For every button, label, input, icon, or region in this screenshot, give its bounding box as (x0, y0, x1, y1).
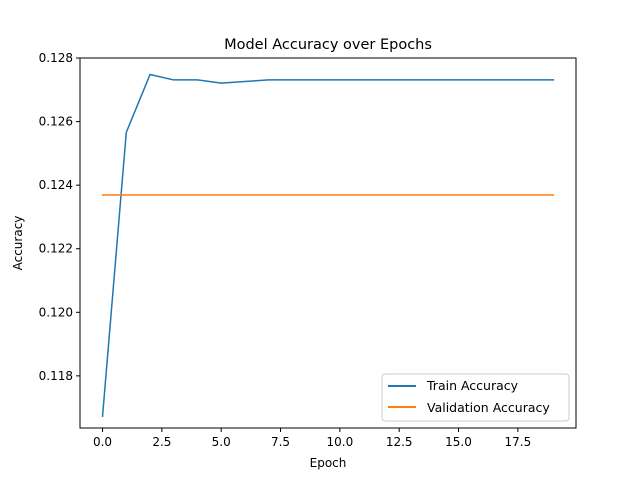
x-axis-label: Epoch (310, 456, 347, 470)
x-axis-ticks: 0.0 2.5 5.0 7.5 10.0 12.5 15.0 17.5 (93, 428, 531, 449)
x-tick-label: 2.5 (152, 435, 171, 449)
legend-box (381, 373, 570, 422)
y-tick-label: 0.124 (39, 178, 73, 192)
x-tick-label: 0.0 (93, 435, 112, 449)
y-tick-label: 0.118 (39, 369, 73, 383)
x-tick-label: 5.0 (212, 435, 231, 449)
x-tick-label: 10.0 (327, 435, 354, 449)
legend: Train Accuracy Validation Accuracy (381, 373, 570, 422)
series-layer (101, 73, 555, 418)
series-line-0 (101, 73, 555, 418)
y-tick-label: 0.126 (39, 115, 73, 129)
y-tick-label: 0.128 (39, 51, 73, 65)
x-tick-label: 15.0 (445, 435, 472, 449)
y-tick-label: 0.122 (39, 242, 73, 256)
y-axis-ticks: 0.118 0.120 0.122 0.124 0.126 0.128 (39, 51, 80, 383)
x-tick-label: 12.5 (386, 435, 413, 449)
y-axis-label: Accuracy (11, 216, 25, 271)
chart-title: Model Accuracy over Epochs (224, 37, 432, 53)
x-tick-label: 7.5 (271, 435, 290, 449)
x-tick-label: 17.5 (504, 435, 531, 449)
legend-label-train: Train Accuracy (426, 378, 519, 393)
plot-area-frame (79, 57, 577, 429)
y-tick-label: 0.120 (39, 305, 73, 319)
legend-label-validation: Validation Accuracy (427, 400, 550, 415)
